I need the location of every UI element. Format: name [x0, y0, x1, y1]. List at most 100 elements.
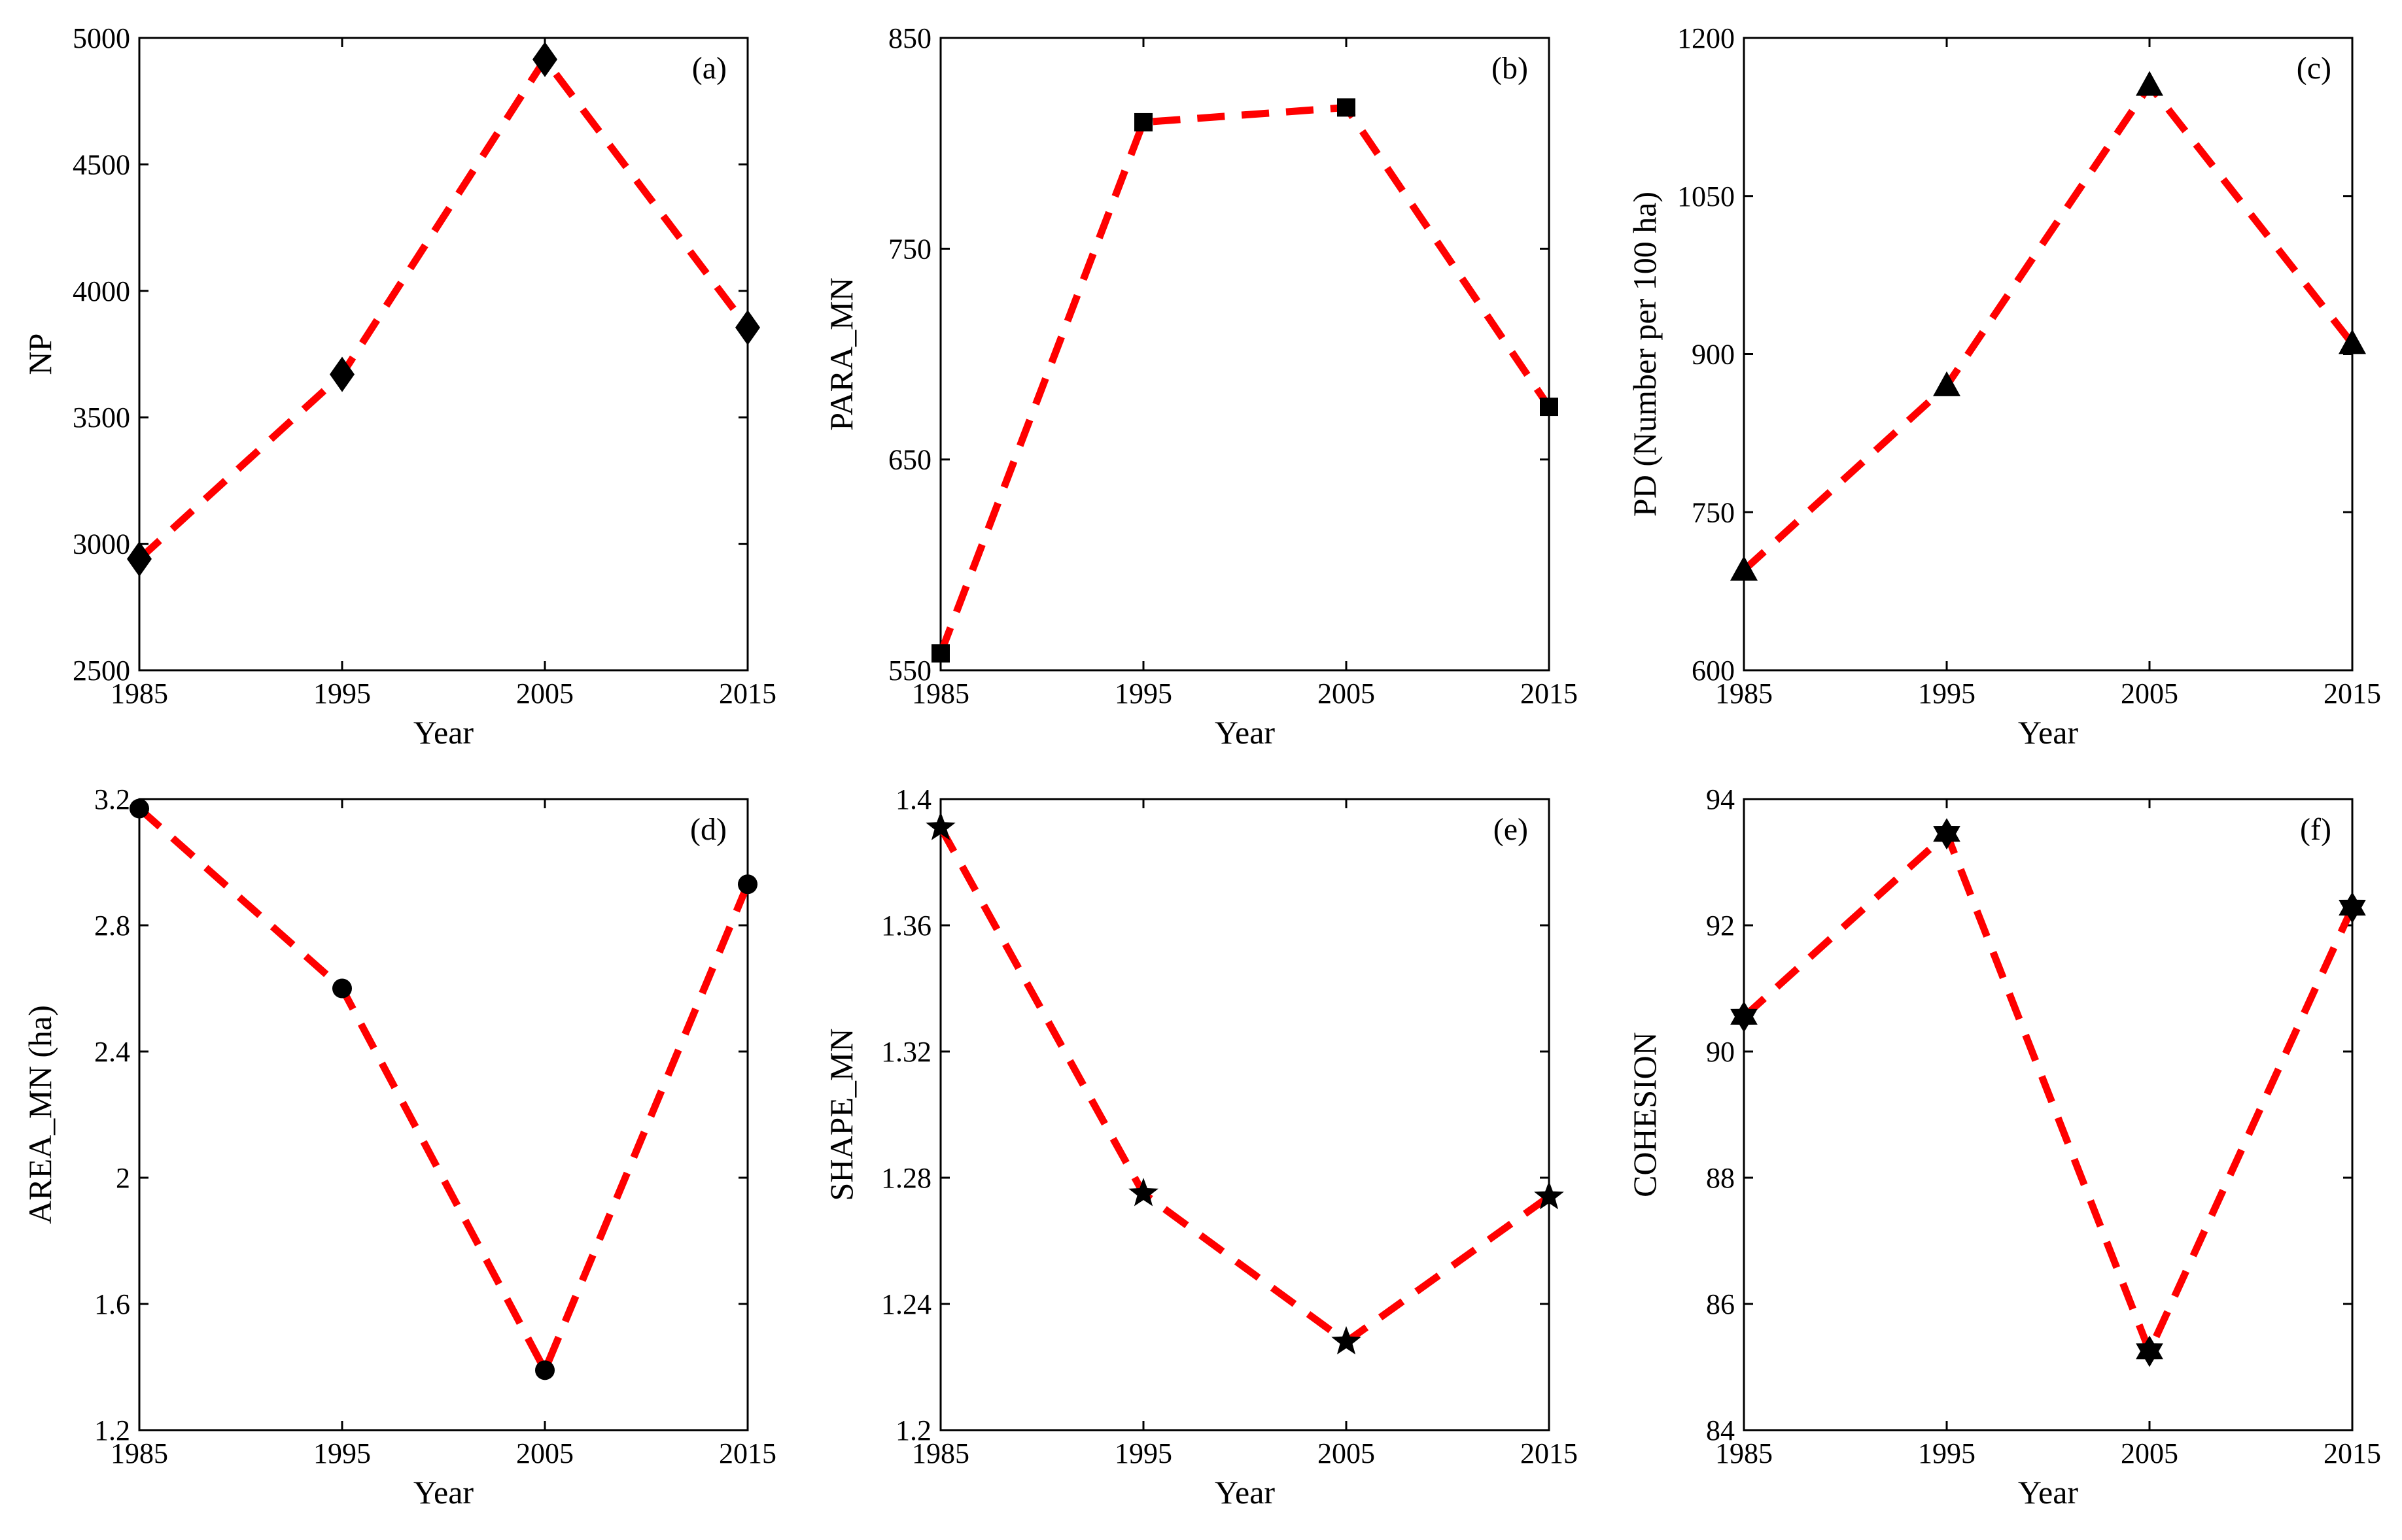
series-line — [937, 103, 1552, 655]
y-tick-label: 2 — [116, 1162, 130, 1194]
y-axis-label: PD (Number per 100 ha) — [1626, 192, 1663, 517]
x-tick-label: 1995 — [1115, 677, 1172, 710]
data-point-1995 — [330, 356, 355, 392]
series-line — [137, 56, 751, 562]
x-tick-label: 1995 — [1918, 1437, 1976, 1469]
y-tick-label: 1.4 — [896, 783, 931, 815]
series-line — [137, 806, 752, 1374]
y-tick-label: 850 — [888, 22, 931, 54]
y-tick-label: 1.6 — [94, 1288, 130, 1320]
y-tick-label: 4000 — [73, 275, 130, 307]
y-tick-label: 1.2 — [94, 1414, 130, 1446]
y-tick-label: 2.8 — [94, 910, 130, 942]
y-tick-label: 94 — [1706, 783, 1735, 815]
y-tick-label: 1050 — [1677, 180, 1735, 213]
x-tick-label: 2005 — [1317, 677, 1375, 710]
x-axis-label: Year — [1215, 714, 1275, 751]
data-point-2015 — [1534, 1180, 1564, 1210]
panel-4: 1985 1995 2005 2015 1.2 1.6 2 2.4 2.8 3.2 Year AREA… — [22, 783, 776, 1511]
x-axis-label: Year — [1215, 1474, 1275, 1511]
y-tick-label: 90 — [1706, 1036, 1735, 1068]
panel-1: 1985 1995 2005 2015 2500 3000 3500 4000 4500 5000… — [22, 22, 776, 751]
y-tick-label: 1.36 — [881, 910, 931, 942]
x-axis-label: Year — [2018, 1474, 2078, 1511]
y-tick-label: 900 — [1692, 339, 1735, 371]
y-axis-label: AREA_MN (ha) — [22, 1005, 58, 1224]
y-tick-label: 5000 — [73, 22, 130, 54]
x-tick-label: 1995 — [1115, 1437, 1172, 1469]
x-tick-label: 2015 — [2324, 1437, 2381, 1469]
plot-area-frame — [138, 798, 749, 1431]
panel-label: (e) — [1493, 812, 1528, 847]
data-point-1995 — [1128, 1178, 1158, 1206]
y-tick-label: 2500 — [73, 655, 130, 687]
y-tick-label: 1.28 — [881, 1162, 931, 1194]
data-point-1985 — [931, 644, 950, 663]
y-tick-label: 2.4 — [94, 1036, 130, 1068]
data-point-1985 — [926, 812, 956, 840]
x-tick-label: 2005 — [516, 1437, 574, 1469]
data-point-2015 — [2339, 329, 2366, 354]
data-point-2005 — [1331, 1326, 1361, 1355]
panel-5: 1985 1995 2005 2015 1.2 1.24 1.28 1.32 1.36 1.4 Ye… — [823, 783, 1578, 1511]
series-line — [937, 825, 1552, 1346]
data-point-1995 — [1134, 112, 1153, 131]
x-tick-label: 2005 — [516, 677, 574, 710]
x-tick-label: 1985 — [1715, 677, 1773, 710]
x-axis-label: Year — [413, 714, 474, 751]
x-tick-label: 1995 — [313, 1437, 371, 1469]
x-tick-label: 1995 — [313, 677, 371, 710]
data-point-2015 — [738, 874, 757, 895]
y-tick-label: 1.24 — [881, 1288, 931, 1320]
y-tick-label: 1.2 — [896, 1414, 931, 1446]
y-tick-label: 550 — [888, 655, 931, 687]
plot-area-frame — [939, 37, 1550, 672]
y-tick-label: 92 — [1706, 910, 1735, 942]
y-axis-label: PARA_MN — [823, 277, 860, 430]
x-tick-label: 2015 — [719, 1437, 776, 1469]
y-axis-label: NP — [22, 334, 58, 375]
y-tick-label: 600 — [1692, 655, 1735, 687]
x-tick-label: 1985 — [111, 677, 168, 710]
x-tick-label: 2015 — [719, 677, 776, 710]
y-tick-label: 88 — [1706, 1162, 1735, 1194]
panel-label: (d) — [690, 812, 727, 847]
data-point-1995 — [1933, 371, 1960, 396]
x-tick-label: 2015 — [1520, 1437, 1578, 1469]
panel-3: 1985 1995 2005 2015 600 750 900 1050 1200 Year PD … — [1626, 22, 2381, 751]
data-point-1985 — [130, 798, 149, 819]
data-point-2015 — [735, 309, 760, 345]
y-axis-label: COHESION — [1626, 1032, 1663, 1197]
data-point-2005 — [1337, 98, 1355, 117]
y-tick-label: 1.32 — [881, 1036, 931, 1068]
data-point-2005 — [2136, 1335, 2163, 1367]
series-line — [1741, 82, 2356, 573]
plot-area-frame — [1743, 798, 2354, 1431]
y-tick-label: 4500 — [73, 148, 130, 180]
panel-6: 1985 1995 2005 2015 84 86 88 90 92 94 Year COHESION… — [1626, 783, 2381, 1511]
y-tick-label: 3.2 — [94, 783, 130, 815]
data-point-1985 — [1730, 555, 1758, 581]
y-tick-label: 3000 — [73, 528, 130, 560]
x-tick-label: 1985 — [912, 1437, 969, 1469]
x-tick-label: 2005 — [1317, 1437, 1375, 1469]
panel-2: 1985 1995 2005 2015 550 650 750 850 Year PARA_MN (… — [823, 22, 1578, 751]
x-tick-label: 1995 — [1918, 677, 1976, 710]
y-tick-label: 750 — [888, 233, 931, 265]
x-tick-label: 1985 — [1715, 1437, 1773, 1469]
panel-label: (b) — [1491, 51, 1528, 86]
y-tick-label: 86 — [1706, 1288, 1735, 1320]
data-point-2015 — [2339, 892, 2366, 923]
y-tick-label: 84 — [1706, 1414, 1735, 1446]
y-tick-label: 3500 — [73, 402, 130, 434]
data-point-1985 — [127, 541, 152, 577]
plot-area-frame — [138, 37, 749, 672]
x-tick-label: 2015 — [2324, 677, 2381, 710]
x-tick-label: 2005 — [2121, 1437, 2178, 1469]
x-axis-label: Year — [2018, 714, 2078, 751]
x-tick-label: 1985 — [912, 677, 969, 710]
data-point-2005 — [2136, 71, 2163, 96]
data-point-1995 — [1933, 818, 1960, 850]
plot-area-frame — [939, 798, 1550, 1431]
